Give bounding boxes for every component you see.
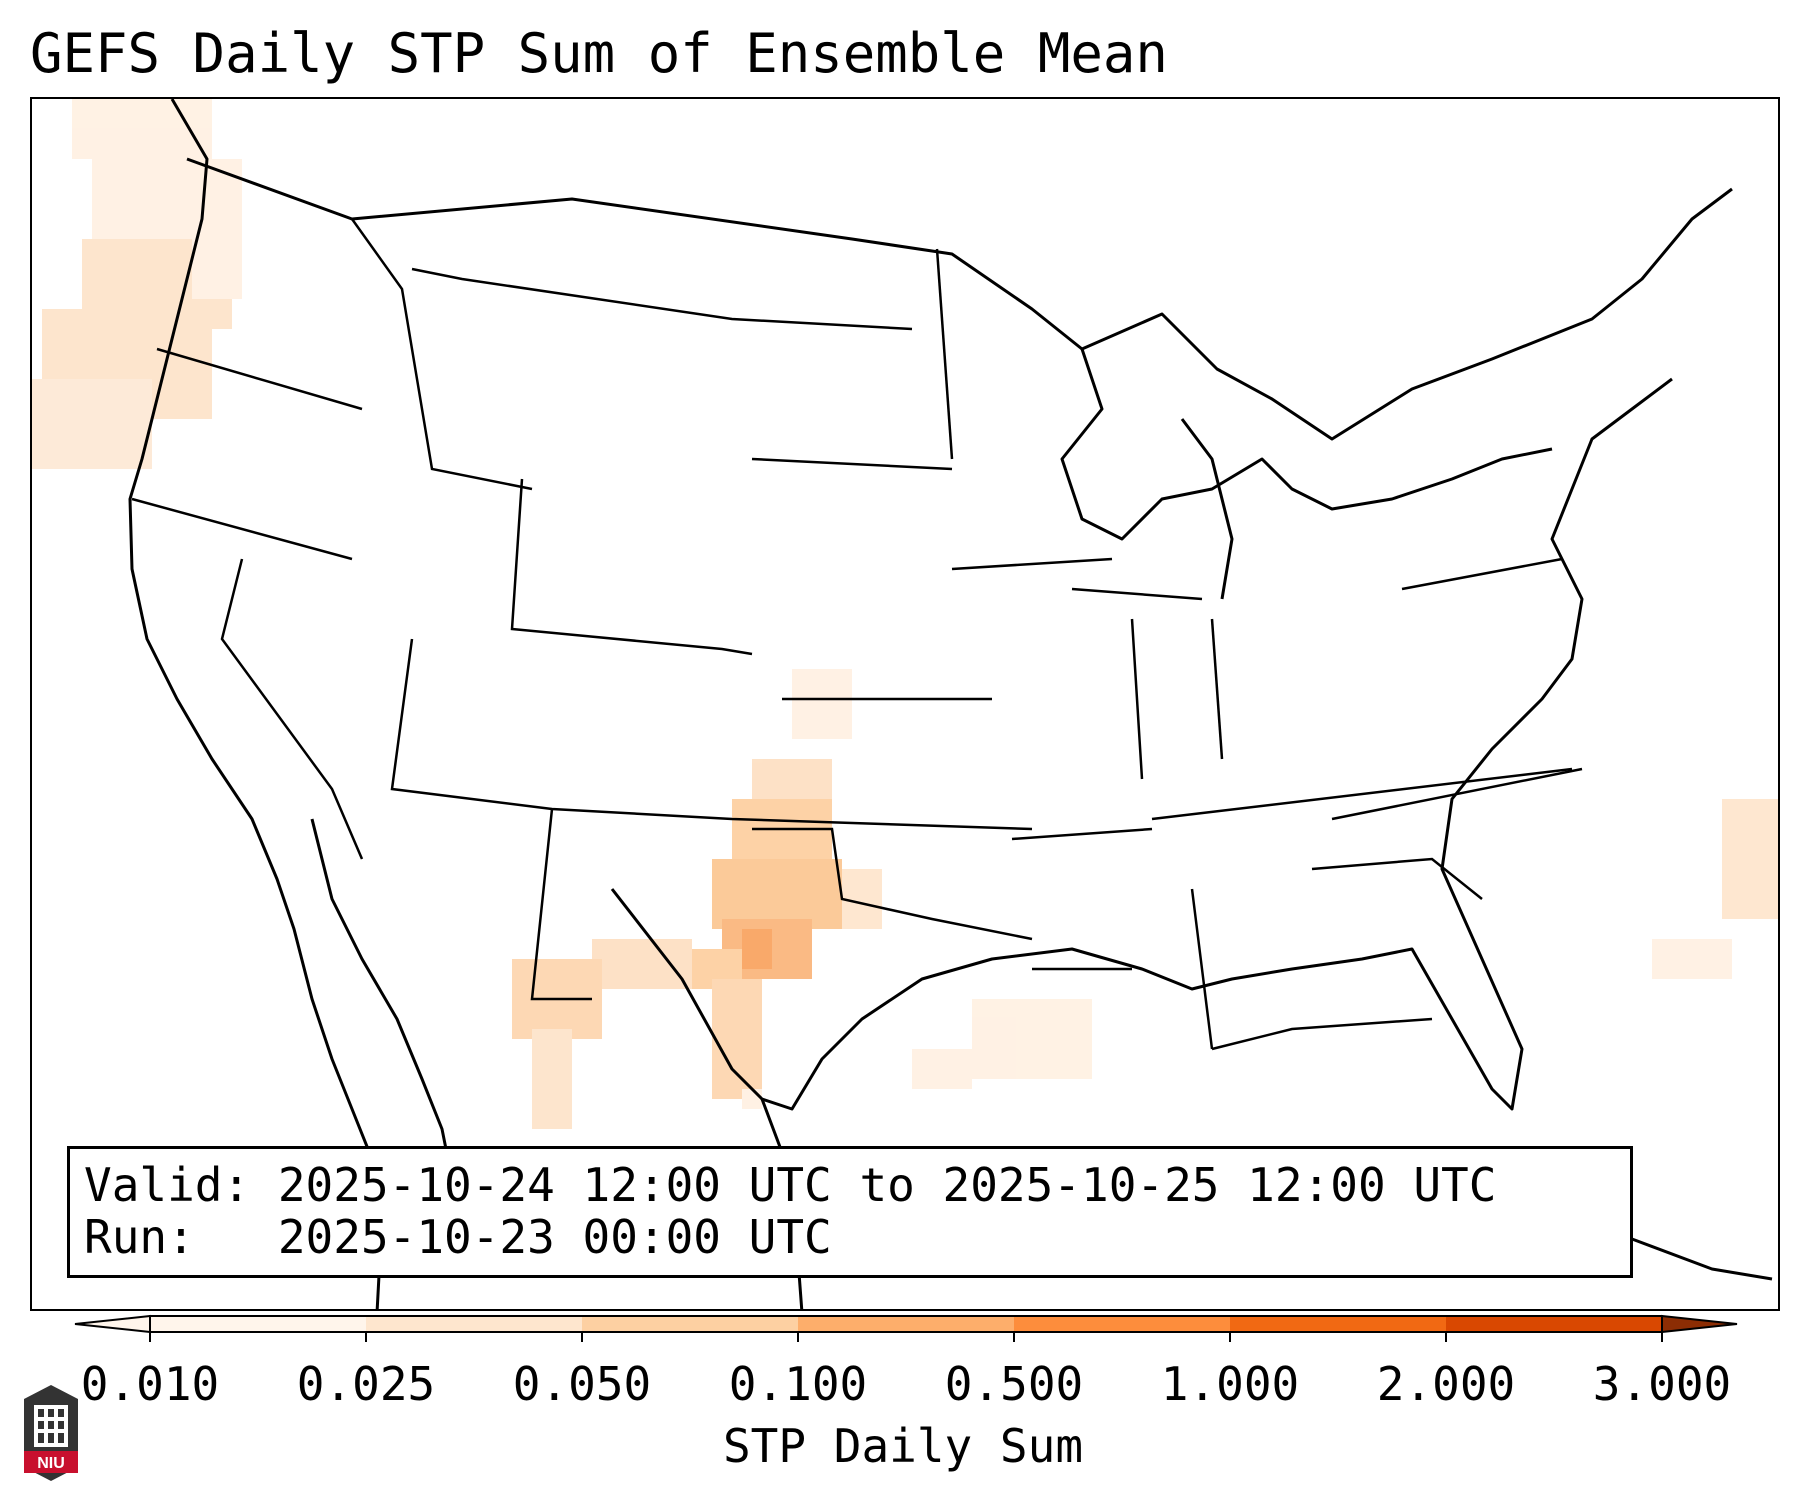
colorbar-tick-label: 0.100	[728, 1357, 868, 1411]
state-borders	[131, 218, 1583, 1051]
colorbar-segment	[366, 1316, 583, 1332]
niu-logo: NIU	[24, 1385, 78, 1481]
border-tx-ok	[752, 827, 1033, 941]
border-ga-fl	[1211, 1017, 1433, 1051]
colorbar-ticks	[149, 1332, 1663, 1342]
map-panel	[30, 97, 1780, 1311]
border-pa-ny	[1401, 557, 1563, 591]
valid-run-info-box: Valid: 2025-10-24 12:00 UTC to 2025-10-2…	[67, 1146, 1633, 1278]
border-wa-or	[156, 347, 363, 411]
colorbar-segment	[582, 1316, 799, 1332]
gulf-coast	[610, 377, 1673, 1111]
border-ms-al	[1190, 888, 1214, 1050]
border-oh-in	[1210, 618, 1224, 760]
run-time: Run: 2025-10-23 00:00 UTC	[84, 1210, 832, 1264]
us-map-svg	[32, 99, 1778, 1309]
great-lakes	[1060, 348, 1553, 541]
colorbar-segment	[150, 1316, 367, 1332]
colorbar-outline	[149, 1315, 1663, 1333]
colorbar-tick-label: 0.010	[80, 1357, 220, 1411]
border-ut-az	[390, 638, 1033, 831]
border-wy-co	[510, 478, 753, 656]
border-mn-ia	[951, 557, 1113, 571]
colorbar-segment	[1014, 1316, 1231, 1332]
lake-michigan	[1180, 418, 1234, 600]
map-title: GEFS Daily STP Sum of Ensemble Mean	[30, 22, 1168, 85]
colorbar-tick-label: 0.050	[512, 1357, 652, 1411]
boundaries	[128, 99, 1773, 1309]
stp-shading	[32, 99, 1778, 1129]
colorbar-tick-label: 2.000	[1376, 1357, 1516, 1411]
pacific-northwest-shading	[32, 99, 242, 469]
colorbar-tick-label: 0.500	[944, 1357, 1084, 1411]
valid-time: Valid: 2025-10-24 12:00 UTC to 2025-10-2…	[84, 1158, 1497, 1212]
colorbar-segment	[798, 1316, 1015, 1332]
colorbar-segments	[150, 1316, 1663, 1332]
border-va-nc	[1331, 767, 1583, 821]
border-mo-ar	[1011, 827, 1153, 841]
colorbar-tick-label: 1.000	[1160, 1357, 1300, 1411]
west-coast	[128, 99, 384, 1309]
colorbar	[74, 1314, 1738, 1342]
atlantic-shading	[1652, 799, 1778, 979]
colorbar-label: STP Daily Sum	[722, 1419, 1084, 1473]
niu-logo-text: NIU	[37, 1455, 65, 1472]
border-wi-il	[1071, 587, 1203, 601]
border-mt-wy	[411, 267, 913, 331]
gulf-shading	[912, 999, 1092, 1089]
border-sd-nd	[751, 457, 953, 471]
southern-plains-shading	[512, 669, 882, 1129]
border-ca-nv	[220, 558, 364, 860]
border-or-ca	[131, 497, 353, 561]
border-nd-mn	[935, 248, 954, 460]
border-il-in	[1130, 618, 1144, 780]
colorbar-segment	[1446, 1316, 1663, 1332]
canada-border	[186, 157, 1733, 441]
border-tn-ky	[1151, 767, 1573, 821]
colorbar-tick-label: 3.000	[1592, 1357, 1732, 1411]
border-nc-sc	[1311, 857, 1483, 900]
colorbar-right-extension	[1661, 1314, 1738, 1334]
border-nm-tx	[530, 808, 592, 1001]
colorbar-left-extension	[74, 1314, 151, 1334]
border-id	[350, 218, 533, 491]
colorbar-segment	[1230, 1316, 1447, 1332]
colorbar-tick-label: 0.025	[296, 1357, 436, 1411]
